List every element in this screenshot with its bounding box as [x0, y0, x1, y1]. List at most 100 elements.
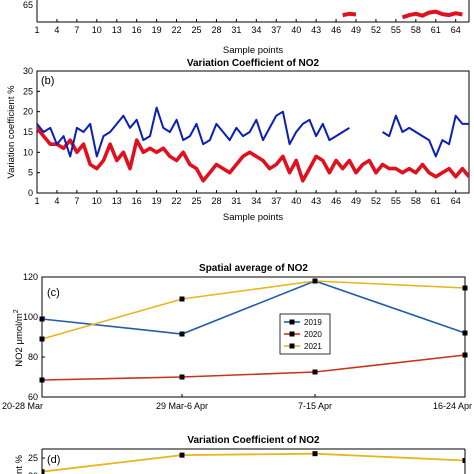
panel-c-legend-marker-2021 [289, 343, 295, 349]
panel-a-x-tick-label: 43 [311, 25, 321, 35]
panel-c-point-2021-0 [39, 336, 45, 342]
panel-b-x-tick-label: 46 [331, 196, 341, 206]
panel-c-title: Spatial average of NO2 [199, 263, 308, 274]
panel-a-x-tick-label: 58 [411, 25, 421, 35]
panel-c-x-tick-label: 20-28 Mar [2, 401, 43, 411]
panel-c-point-2021-2 [312, 278, 318, 284]
panel-b-y-tick-label: 25 [23, 86, 33, 96]
panel-c-x-tick-label: 7-15 Apr [298, 401, 332, 411]
panel-c-y-tick-label: 80 [28, 352, 38, 362]
panel-d-y-tick-label: 25 [28, 453, 38, 463]
panel-b-x-tick-label: 40 [291, 196, 301, 206]
panel-d-point-1 [179, 452, 185, 458]
panel-a-x-tick-label: 1 [34, 25, 39, 35]
panel-b-x-tick-label: 37 [271, 196, 281, 206]
panel-b-y-tick-label: 30 [23, 66, 33, 76]
panel-b-x-tick-label: 4 [54, 196, 59, 206]
panel-b-x-tick-label: 43 [311, 196, 321, 206]
panel-c-legend-label: 2019 [304, 318, 322, 327]
panel-b-series-line-2 [37, 126, 469, 183]
panel-c-x-tick-label: 16-24 Apr [433, 401, 472, 411]
panel-c-y-tick-label: 60 [28, 392, 38, 402]
panel-a-x-tick-label: 28 [211, 25, 221, 35]
panel-a-x-tick-label: 49 [351, 25, 361, 35]
panel-c-x-tick-label: 29 Mar-6 Apr [156, 401, 208, 411]
panel-a-x-tick-label: 52 [371, 25, 381, 35]
panel-c-point-2019-3 [462, 330, 468, 336]
panel-c-point-2020-1 [179, 374, 185, 380]
panel-a-x-tick-label: 31 [231, 25, 241, 35]
panel-c-label: (c) [47, 287, 60, 299]
panel-b-x-tick-label: 1 [34, 196, 39, 206]
panel-a-x-tick-label: 4 [54, 25, 59, 35]
panel-d-series-line-0 [42, 452, 465, 473]
panel-b-y-tick-label: 10 [23, 147, 33, 157]
panel-b-x-tick-label: 49 [351, 196, 361, 206]
panel-b-x-tick-label: 28 [211, 196, 221, 206]
panel-b-y-tick-label: 5 [28, 168, 33, 178]
panel-b-x-tick-label: 58 [411, 196, 421, 206]
panel-a-x-tick-label: 16 [132, 25, 142, 35]
panel-a-x-tick-label: 25 [191, 25, 201, 35]
panel-b-x-tick-label: 22 [172, 196, 182, 206]
panel-a-x-tick-label: 10 [92, 25, 102, 35]
panel-a-x-tick-label: 64 [451, 25, 461, 35]
panel-b-label: (b) [41, 75, 54, 87]
panel-c-point-2020-2 [312, 369, 318, 375]
panel-c-legend-label: 2020 [304, 330, 322, 339]
panel-c-series-line-2021 [41, 280, 466, 340]
panel-b-x-tick-label: 25 [191, 196, 201, 206]
panel-a-x-axis-label: Sample points [223, 45, 283, 56]
panel-b-series-line-0 [37, 106, 350, 158]
panel-b-x-tick-label: 34 [251, 196, 261, 206]
panel-c-point-2021-3 [462, 285, 468, 291]
panel-a-y-tick-label: 65 [23, 0, 33, 10]
panel-b-y-tick-label: 20 [23, 107, 33, 117]
panel-a-x-tick-label: 34 [251, 25, 261, 35]
panel-a-series-line-1 [342, 11, 357, 18]
panel-b-x-tick-label: 31 [231, 196, 241, 206]
panel-c-legend-marker-2019 [289, 319, 295, 325]
panel-b-x-tick-label: 61 [431, 196, 441, 206]
panel-a-x-tick-label: 55 [391, 25, 401, 35]
panel-a-x-tick-label: 37 [271, 25, 281, 35]
panel-c-y-axis-label-superscript: 2 [13, 309, 20, 313]
panel-b-y-tick-label: 0 [28, 188, 33, 198]
panel-c-y-tick-label: 100 [23, 312, 38, 322]
panel-a-x-tick-label: 40 [291, 25, 301, 35]
panel-a-x-tick-label: 19 [152, 25, 162, 35]
panel-d-point-0 [42, 469, 45, 474]
panel-c-series-line-2020 [41, 354, 466, 381]
panel-b-x-tick-label: 7 [74, 196, 79, 206]
panel-c-point-2019-1 [179, 331, 185, 337]
panel-d-label: (d) [47, 454, 60, 466]
panel-c-legend-marker-2020 [289, 331, 295, 337]
panel-b-y-axis-label: Variation coefficient % [6, 85, 17, 179]
panel-a-x-tick-label: 7 [74, 25, 79, 35]
panel-c-legend-label: 2021 [304, 342, 322, 351]
panel-d-point-3 [462, 458, 465, 464]
panel-b-x-tick-label: 19 [152, 196, 162, 206]
panel-b-x-tick-label: 16 [132, 196, 142, 206]
panel-c-y-tick-label: 120 [23, 272, 38, 282]
panel-a-x-tick-label: 61 [431, 25, 441, 35]
panel-c-point-2019-0 [39, 316, 45, 322]
panel-b-x-tick-label: 52 [371, 196, 381, 206]
panel-b-title: Variation Coefficient of NO2 [187, 58, 320, 69]
panel-a-x-tick-label: 13 [112, 25, 122, 35]
panel-b-y-tick-label: 15 [23, 127, 33, 137]
panel-c-point-2020-3 [462, 352, 468, 358]
panel-b-x-tick-label: 64 [451, 196, 461, 206]
panel-a-x-tick-label: 22 [172, 25, 182, 35]
panel-a-series-line-0 [401, 9, 463, 20]
panel-c-y-axis-label-text: NO2 μmol/m [14, 313, 25, 367]
panel-c-y-axis-label: NO2 μmol/m2 [13, 309, 25, 367]
panel-b-x-axis-label: Sample points [223, 212, 283, 223]
panel-d-y-tick-label: 20 [28, 471, 38, 474]
panel-d-title: Variation Coefficient of NO2 [187, 435, 320, 446]
panel-a-x-tick-label: 46 [331, 25, 341, 35]
panel-c-point-2020-0 [39, 377, 45, 383]
panel-d-y-axis-label: nt % [14, 454, 25, 474]
panel-b-x-tick-label: 55 [391, 196, 401, 206]
